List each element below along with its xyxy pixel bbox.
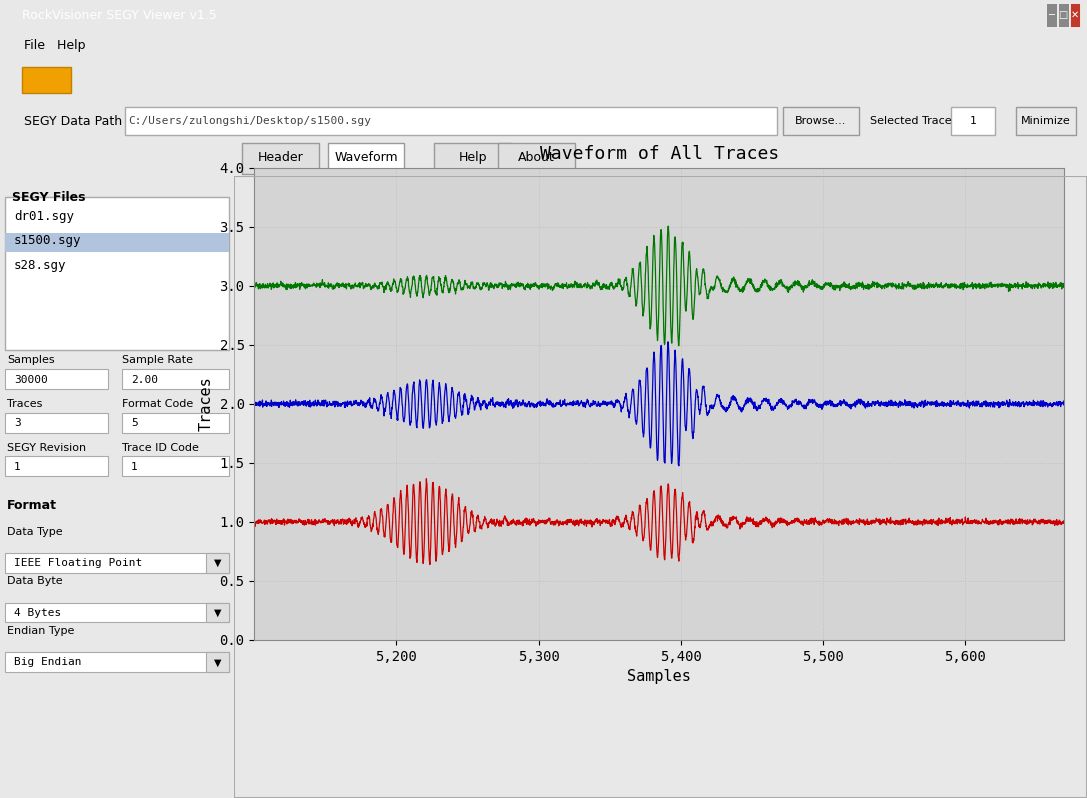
- Text: ▼: ▼: [214, 607, 221, 618]
- Bar: [125, 108, 777, 135]
- Text: Sample Rate: Sample Rate: [122, 355, 192, 365]
- Bar: [122, 413, 229, 433]
- Text: IEEE Floating Point: IEEE Floating Point: [14, 558, 142, 567]
- Text: Trace ID Code: Trace ID Code: [122, 443, 199, 452]
- Text: Traces: Traces: [7, 399, 42, 409]
- Bar: [1070, 3, 1080, 27]
- Bar: [4, 553, 229, 573]
- Text: ▼: ▼: [214, 658, 221, 667]
- Bar: [1058, 3, 1069, 27]
- Bar: [4, 456, 108, 476]
- Text: Samples: Samples: [7, 355, 54, 365]
- Bar: [783, 108, 859, 135]
- Bar: [122, 369, 229, 389]
- Text: C:/Users/zulongshi/Desktop/s1500.sgy: C:/Users/zulongshi/Desktop/s1500.sgy: [128, 117, 372, 126]
- Text: 1: 1: [970, 117, 976, 126]
- Text: 30000: 30000: [14, 375, 48, 385]
- Bar: [4, 602, 229, 622]
- Text: Display by Traces: Display by Traces: [332, 189, 441, 202]
- Text: Minimize: Minimize: [1022, 117, 1071, 126]
- Text: Big Endian: Big Endian: [14, 658, 82, 667]
- Text: s1500.sgy: s1500.sgy: [14, 235, 82, 247]
- Bar: [901, 182, 932, 210]
- Text: 1: 1: [130, 462, 138, 472]
- Text: 4 Bytes: 4 Bytes: [14, 607, 61, 618]
- Text: 2.00: 2.00: [130, 375, 158, 385]
- Text: X: X: [874, 189, 883, 202]
- Text: □: □: [1059, 10, 1067, 20]
- Text: 5: 5: [130, 418, 138, 429]
- Bar: [205, 652, 229, 672]
- Bar: [205, 602, 229, 622]
- Text: s28.sgy: s28.sgy: [14, 259, 66, 272]
- Text: Endian Type: Endian Type: [7, 626, 74, 636]
- Polygon shape: [22, 67, 71, 93]
- Bar: [1046, 3, 1057, 27]
- Bar: [242, 143, 320, 174]
- Circle shape: [562, 194, 622, 197]
- Y-axis label: Traces: Traces: [199, 377, 214, 431]
- Text: About: About: [518, 151, 555, 164]
- Text: File   Help: File Help: [24, 39, 86, 52]
- Text: 3: 3: [14, 418, 21, 429]
- Bar: [4, 369, 108, 389]
- Bar: [833, 182, 863, 210]
- Text: Z: Z: [1010, 189, 1019, 202]
- Text: Browse...: Browse...: [795, 117, 847, 126]
- Text: Header: Header: [258, 151, 303, 164]
- Text: Format Code: Format Code: [122, 399, 192, 409]
- Circle shape: [296, 195, 326, 196]
- Text: Data Byte: Data Byte: [7, 576, 63, 587]
- Text: ✕: ✕: [1071, 10, 1079, 20]
- Bar: [4, 652, 229, 672]
- Bar: [970, 182, 1000, 210]
- Bar: [498, 143, 575, 174]
- X-axis label: Samples: Samples: [627, 670, 691, 684]
- Text: Help: Help: [459, 151, 487, 164]
- Text: Data Type: Data Type: [7, 527, 63, 536]
- Text: ✓: ✓: [911, 189, 922, 202]
- Text: RockVisioner SEGY Viewer v1.5: RockVisioner SEGY Viewer v1.5: [22, 9, 216, 22]
- Bar: [122, 456, 229, 476]
- Bar: [951, 108, 995, 135]
- Text: SEGY Files: SEGY Files: [12, 192, 85, 204]
- Text: SEGY Revision: SEGY Revision: [7, 443, 86, 452]
- Bar: [205, 553, 229, 573]
- Title: Waveform of All Traces: Waveform of All Traces: [539, 145, 779, 164]
- Bar: [4, 234, 229, 252]
- Text: dr01.sgy: dr01.sgy: [14, 210, 74, 223]
- Bar: [1016, 108, 1076, 135]
- Text: Selected Trace: Selected Trace: [870, 117, 951, 126]
- Bar: [4, 413, 108, 433]
- Text: Y: Y: [942, 189, 950, 202]
- Text: Waveform: Waveform: [334, 151, 398, 164]
- Text: SEGY Data Path: SEGY Data Path: [24, 115, 122, 128]
- Text: Format: Format: [7, 499, 57, 512]
- Text: 1: 1: [14, 462, 21, 472]
- Bar: [327, 143, 404, 174]
- Circle shape: [280, 194, 340, 197]
- Text: ─: ─: [1048, 10, 1054, 20]
- Bar: [434, 143, 511, 174]
- Text: ▼: ▼: [214, 558, 221, 567]
- Bar: [4, 197, 229, 350]
- Text: Display by Geophones: Display by Geophones: [613, 189, 753, 202]
